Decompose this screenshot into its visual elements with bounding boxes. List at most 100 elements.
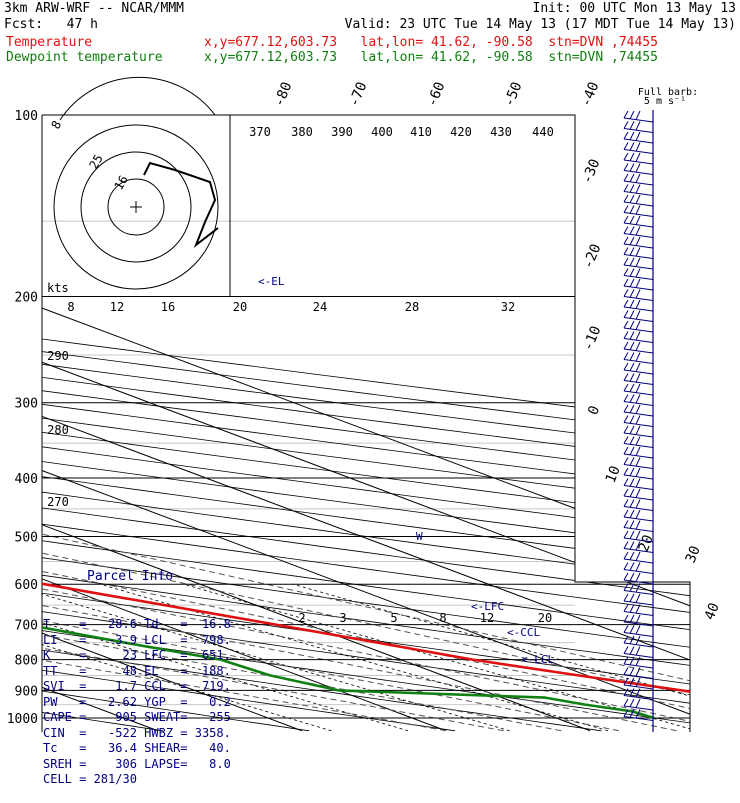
wind-barb [623, 425, 654, 438]
diagram-frame [42, 114, 691, 732]
mixing-ratio-label: 2 [298, 611, 305, 625]
wind-barb [623, 614, 654, 627]
barb-legend-units: 5 m s⁻¹ [644, 96, 686, 107]
dewpoint-trace [42, 115, 655, 720]
dewpoint-legend: Dewpoint temperature [6, 50, 163, 65]
dewpoint-location: x,y=677.12,603.73 lat,lon= 41.62, -90.58… [204, 50, 658, 65]
wind-barb [623, 341, 654, 354]
hodograph-speed-label: 24 [313, 300, 327, 314]
wind-barb [623, 331, 654, 343]
dry-adiabat [42, 115, 690, 732]
hodograph-speed-label: 20 [233, 300, 247, 314]
pressure-label-800: 800 [15, 654, 38, 669]
isotherm-label: 10 [603, 464, 624, 486]
wind-barb [623, 173, 654, 186]
isotherm [42, 115, 690, 732]
isotherm-label: 0 [585, 404, 603, 418]
isotherm-label: -60 [424, 80, 448, 109]
level-marker: <-LFC [471, 600, 504, 613]
isotherm [42, 115, 690, 732]
wind-barb [623, 709, 654, 721]
mixing-ratio-line [292, 583, 690, 732]
hodograph-ring-label: 16 [111, 173, 130, 193]
parcel-row: CELL = 281/30 [43, 772, 137, 786]
pressure-label-700: 700 [15, 619, 38, 634]
hodograph-ring [107, 178, 165, 236]
wind-barb [623, 520, 654, 532]
wind-barb [623, 236, 654, 249]
dry-adiabat [42, 115, 690, 732]
wind-barb [623, 247, 654, 259]
wind-barb [623, 572, 654, 585]
theta-side-label: 270 [47, 495, 69, 509]
theta-side-label: 290 [47, 349, 69, 363]
mixing-ratio-line [183, 583, 690, 732]
isotherm [0, 87, 14, 730]
wind-barb [623, 635, 654, 648]
wind-barb [623, 467, 654, 480]
wind-barb [623, 583, 654, 595]
hodograph-speed-label: kts [47, 281, 69, 295]
mixing-ratio-label: 3 [339, 611, 346, 625]
theta-label: 410 [410, 125, 432, 139]
wind-barb [623, 656, 654, 669]
pressure-label-200: 200 [15, 291, 38, 306]
wind-barb [623, 415, 654, 427]
isotherm [42, 115, 690, 732]
wind-barb [623, 698, 654, 711]
wind-barb [623, 446, 654, 459]
theta-label: 390 [331, 125, 353, 139]
hodograph-ring-label: 8 [48, 118, 64, 131]
parcel-row: TT = 48 EL = 188. [43, 663, 231, 678]
wind-barb [623, 551, 654, 564]
moist-adiabat [42, 296, 504, 732]
wind-barb [623, 278, 654, 291]
pressure-label-900: 900 [15, 684, 38, 699]
pressure-label-600: 600 [15, 578, 38, 593]
dry-adiabat [42, 115, 690, 732]
pressure-label-1000: 1000 [7, 712, 38, 727]
wind-barb [623, 194, 654, 207]
wind-barb [623, 404, 654, 417]
isotherm-label: -50 [501, 80, 525, 109]
level-marker: <-LCL [521, 653, 554, 666]
hodograph-ring [80, 151, 192, 263]
wind-barb [623, 488, 654, 501]
wind-barb [623, 310, 654, 322]
dry-adiabat [42, 115, 690, 732]
init-time: Init: 00 UTC Mon 13 May 13 [532, 1, 737, 16]
wind-barb [623, 215, 654, 228]
level-marker: <-EL [258, 275, 285, 288]
parcel-row: CAPE = 905 SWEAT= 255 [43, 710, 231, 724]
wind-barb [623, 152, 654, 165]
isotherm [42, 115, 690, 732]
parcel-row: Tc = 36.4 SHEAR= 40. [43, 741, 231, 755]
wind-barb [623, 205, 654, 217]
pressure-label-500: 500 [15, 530, 38, 545]
wind-barb [623, 131, 654, 144]
dry-adiabat [42, 115, 690, 732]
mixing-ratio-label: 8 [439, 611, 446, 625]
pressure-label-300: 300 [15, 397, 38, 412]
hodograph-ring [53, 124, 219, 290]
wind-barb [623, 604, 654, 616]
mixing-ratio-line [42, 583, 332, 732]
hodograph-speed-label: 8 [67, 300, 74, 314]
model-title: 3km ARW-WRF -- NCAR/MMM [4, 1, 185, 16]
isotherm-label: -30 [579, 157, 603, 186]
mixing-ratio-line [42, 583, 409, 732]
theta-label: 370 [249, 125, 271, 139]
moist-adiabat [42, 296, 690, 732]
hodograph-speed-label: 28 [405, 300, 419, 314]
parcel-row: CIN = -522 HWBZ = 3358. [43, 725, 231, 740]
isotherm [42, 115, 447, 732]
wind-barb [623, 541, 654, 553]
temperature-legend: Temperature [6, 35, 93, 50]
wind-barb [623, 688, 654, 700]
isotherm-label: -40 [578, 80, 602, 109]
isotherm-label: -80 [271, 80, 295, 109]
isotherm-label: 30 [683, 544, 704, 566]
hodograph-speed-label: 32 [501, 300, 515, 314]
hodograph-ring-label: 25 [86, 152, 105, 172]
parcel-row: PW = 2.62 YGP = 0.2 [43, 694, 231, 709]
